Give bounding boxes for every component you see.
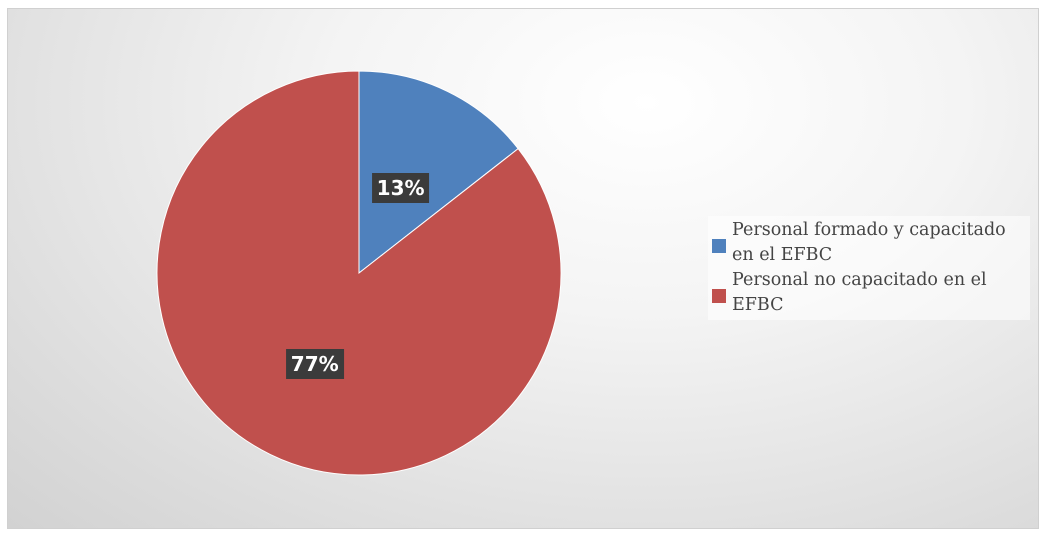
legend-swatch-formado	[712, 239, 726, 253]
legend-label-formado: Personal formado y capacitado en el EFBC	[732, 218, 1030, 268]
data-label-formado: 13%	[372, 173, 430, 203]
data-label-no-capacitado: 77%	[286, 349, 344, 379]
chart-area: 13% 77% Personal formado y capacitado en…	[7, 8, 1039, 529]
legend-swatch-no-capacitado	[712, 289, 726, 303]
legend-item-formado: Personal formado y capacitado en el EFBC	[712, 218, 1030, 268]
legend-label-no-capacitado: Personal no capacitado en el EFBC	[732, 268, 1030, 318]
legend: Personal formado y capacitado en el EFBC…	[708, 216, 1030, 320]
legend-item-no-capacitado: Personal no capacitado en el EFBC	[712, 268, 1030, 318]
